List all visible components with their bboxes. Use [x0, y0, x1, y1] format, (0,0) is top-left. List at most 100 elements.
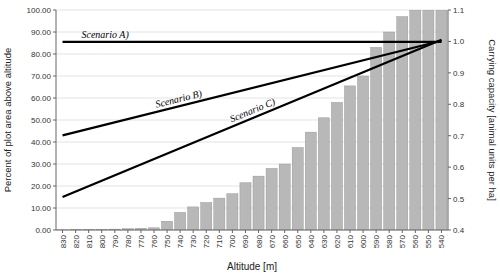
x-tick-label: 760: [150, 234, 159, 248]
x-tick: [127, 230, 128, 233]
x-tick: [245, 230, 246, 233]
x-tick-label: 810: [85, 234, 94, 248]
x-tick: [310, 230, 311, 233]
x-tick: [336, 230, 337, 233]
x-tick-label: 630: [320, 234, 329, 248]
x-tick-label: 620: [333, 234, 342, 248]
x-tick: [428, 230, 429, 233]
x-tick-label: 690: [241, 234, 250, 248]
x-tick: [75, 230, 76, 233]
bar: [266, 168, 277, 230]
bar: [175, 212, 186, 230]
x-tick-label: 560: [411, 234, 420, 248]
chart: 0.0010.0020.0030.0040.0050.0060.0070.008…: [0, 0, 500, 274]
x-tick-label: 670: [268, 234, 277, 248]
y2-tick-label: 0.9: [453, 69, 465, 78]
scenario-line: [63, 40, 442, 197]
bar: [279, 164, 290, 230]
x-tick: [193, 230, 194, 233]
bar: [318, 118, 329, 230]
x-axis-label: Altitude [m]: [227, 261, 277, 272]
y-tick-label: 100.00: [27, 6, 52, 15]
x-tick: [232, 230, 233, 233]
bar: [227, 194, 238, 230]
x-tick-label: 600: [359, 234, 368, 248]
x-tick-label: 590: [372, 234, 381, 248]
x-tick: [180, 230, 181, 233]
x-tick-label: 680: [255, 234, 264, 248]
bar: [331, 102, 342, 230]
x-tick-label: 820: [72, 234, 81, 248]
scenario-label: Scenario A): [81, 29, 129, 41]
x-tick: [297, 230, 298, 233]
x-tick: [258, 230, 259, 233]
y2-axis-label: Carrying capacity [animal units per ha]: [487, 39, 498, 201]
x-tick-label: 730: [189, 234, 198, 248]
x-tick-label: 570: [398, 234, 407, 248]
x-tick-label: 700: [228, 234, 237, 248]
y-tick-label: 70.00: [31, 72, 52, 81]
x-tick-label: 750: [163, 234, 172, 248]
bar: [162, 221, 173, 230]
scenario-label: Scenario C): [228, 96, 278, 126]
x-tick-label: 580: [385, 234, 394, 248]
x-tick-label: 550: [424, 234, 433, 248]
y2-tick-label: 1.1: [453, 6, 465, 15]
x-tick: [154, 230, 155, 233]
scenario-label: Scenario B): [154, 87, 204, 110]
x-tick: [101, 230, 102, 233]
y-tick-label: 10.00: [31, 204, 52, 213]
bar: [292, 148, 303, 231]
x-tick: [206, 230, 207, 233]
y-tick-label: 50.00: [31, 116, 52, 125]
y-tick-label: 90.00: [31, 28, 52, 37]
x-tick-label: 650: [294, 234, 303, 248]
x-tick-label: 770: [137, 234, 146, 248]
y2-tick-label: 0.7: [453, 132, 465, 141]
grid-line: [56, 10, 448, 11]
x-tick: [219, 230, 220, 233]
x-tick-label: 660: [281, 234, 290, 248]
bar: [201, 203, 212, 231]
x-tick: [167, 230, 168, 233]
y-tick-label: 40.00: [31, 138, 52, 147]
x-tick-label: 710: [215, 234, 224, 248]
y2-tick-label: 1.0: [453, 37, 465, 46]
plot-area: [57, 10, 447, 230]
x-tick-label: 640: [307, 234, 316, 248]
bar: [188, 207, 199, 230]
x-tick-label: 780: [124, 234, 133, 248]
x-tick: [376, 230, 377, 233]
y2-tick-label: 0.8: [453, 100, 465, 109]
bar: [305, 132, 316, 230]
bar: [344, 86, 355, 230]
x-tick-label: 610: [346, 234, 355, 248]
y-tick-label: 30.00: [31, 160, 52, 169]
x-tick: [363, 230, 364, 233]
y-axis-label: Percent of plot area above altitude: [2, 48, 13, 193]
x-tick: [389, 230, 390, 233]
x-tick: [62, 230, 63, 233]
x-tick: [323, 230, 324, 233]
y2-tick-label: 0.5: [453, 195, 465, 204]
x-tick: [415, 230, 416, 233]
x-tick-label: 830: [59, 234, 68, 248]
y2-tick-label: 0.6: [453, 163, 465, 172]
bar: [358, 76, 369, 230]
x-tick-label: 740: [176, 234, 185, 248]
x-tick: [114, 230, 115, 233]
x-tick-label: 800: [98, 234, 107, 248]
y2-tick-label: 0.4: [453, 226, 465, 235]
bar: [240, 183, 251, 230]
bar: [214, 198, 225, 230]
y2-axis-line: [448, 10, 449, 230]
x-tick: [140, 230, 141, 233]
y-tick-label: 20.00: [31, 182, 52, 191]
x-tick-label: 540: [437, 234, 446, 248]
x-tick: [441, 230, 442, 233]
x-tick: [402, 230, 403, 233]
x-tick: [284, 230, 285, 233]
y-axis-line: [56, 10, 57, 230]
y-tick-label: 0.00: [35, 226, 51, 235]
bar: [371, 47, 382, 230]
